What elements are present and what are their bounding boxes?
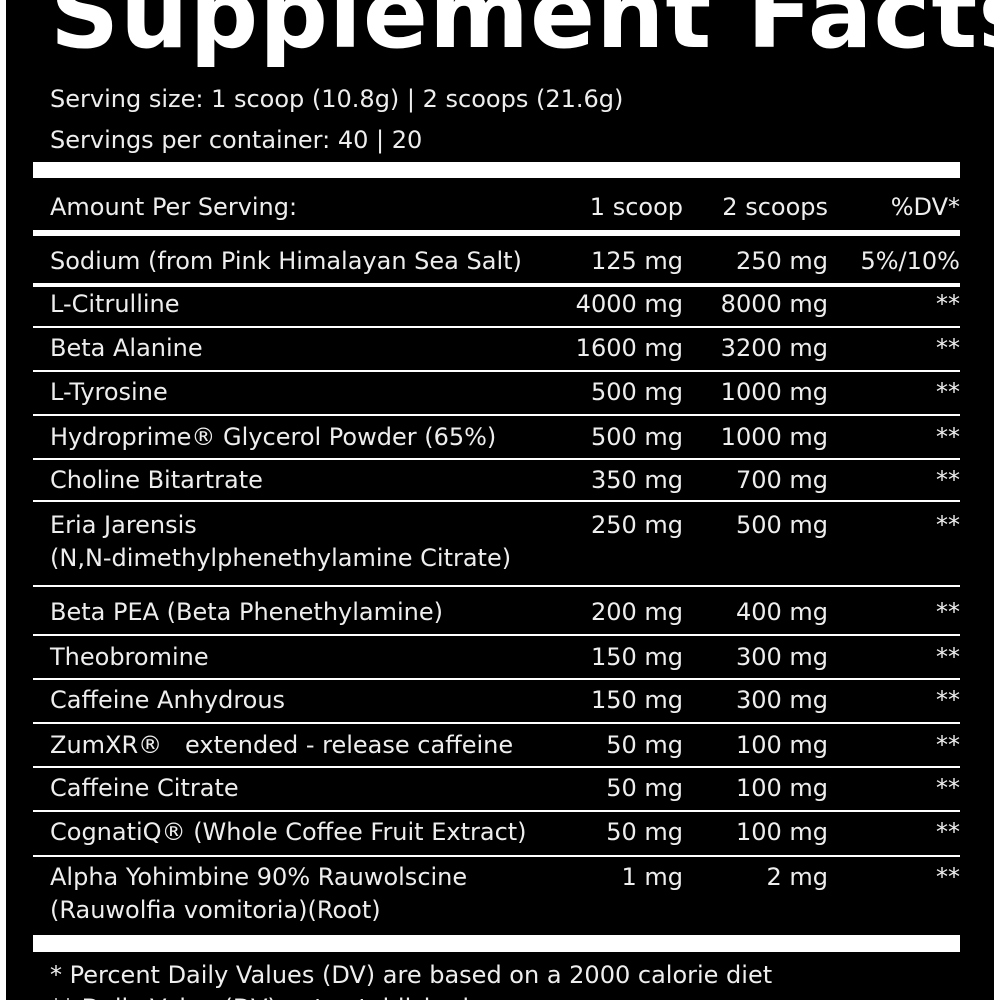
amount: 1600 mg — [575, 334, 683, 362]
ingredient-name: Alpha Yohimbine 90% Rauwolscine — [50, 863, 468, 891]
row-divider — [33, 414, 960, 416]
ingredient-name: CognatiQ® (Whole Coffee Fruit Extract) — [50, 818, 527, 846]
amount: 1000 mg — [720, 423, 828, 451]
amount: 4000 mg — [575, 290, 683, 318]
amount: 50 mg — [606, 774, 683, 802]
daily-value: ** — [936, 598, 960, 626]
amount: 200 mg — [590, 598, 683, 626]
daily-value: ** — [936, 334, 960, 362]
amount: 700 mg — [735, 466, 828, 494]
ingredient-name: Choline Bitartrate — [50, 466, 263, 494]
amount: 500 mg — [590, 378, 683, 406]
amount: 150 mg — [590, 643, 683, 671]
row-divider — [33, 634, 960, 636]
daily-value: ** — [936, 863, 960, 891]
amount: 100 mg — [735, 731, 828, 759]
title: Supplement Facts — [50, 0, 994, 70]
amount: 250 mg — [735, 247, 828, 275]
row-divider — [33, 283, 960, 287]
ingredient-name: Caffeine Anhydrous — [50, 686, 286, 714]
daily-value: ** — [936, 511, 960, 539]
daily-value: ** — [936, 290, 960, 318]
thick-bar — [33, 162, 960, 178]
thick-rule — [33, 230, 960, 236]
column-header: 2 scoops — [722, 193, 828, 221]
row-divider — [33, 370, 960, 372]
ingredient-name: Beta Alanine — [50, 334, 203, 362]
row-divider — [33, 766, 960, 768]
ingredient-name: ZumXR® extended - release caffeine — [50, 731, 514, 759]
row-divider — [33, 500, 960, 502]
row-divider — [33, 678, 960, 680]
footnote: ** Daily Value (DV) not established — [50, 992, 469, 1000]
ingredient-name: Theobromine — [50, 643, 209, 671]
daily-value: ** — [936, 423, 960, 451]
ingredient-name: Eria Jarensis — [50, 511, 197, 539]
ingredient-name: L-Citrulline — [50, 290, 180, 318]
daily-value: ** — [936, 774, 960, 802]
ingredient-name: (N,N-dimethylphenethylamine Citrate) — [50, 544, 512, 572]
amount: 500 mg — [735, 511, 828, 539]
amount: 300 mg — [735, 686, 828, 714]
amount: 300 mg — [735, 643, 828, 671]
servings-per-container: Servings per container: 40 | 20 — [50, 126, 423, 154]
amount: 100 mg — [735, 818, 828, 846]
amount: 150 mg — [590, 686, 683, 714]
amount: 1000 mg — [720, 378, 828, 406]
row-divider — [33, 458, 960, 460]
daily-value: ** — [936, 686, 960, 714]
amount: 500 mg — [590, 423, 683, 451]
supplement-facts-label: Supplement Facts Serving size: 1 scoop (… — [6, 0, 994, 1000]
daily-value: ** — [936, 643, 960, 671]
amount: 100 mg — [735, 774, 828, 802]
serving-size: Serving size: 1 scoop (10.8g) | 2 scoops… — [50, 85, 624, 113]
row-divider — [33, 722, 960, 724]
daily-value: ** — [936, 731, 960, 759]
ingredient-name: Beta PEA (Beta Phenethylamine) — [50, 598, 444, 626]
ingredient-name: (Rauwolfia vomitoria)(Root) — [50, 896, 381, 924]
row-divider — [33, 326, 960, 328]
amount: 3200 mg — [720, 334, 828, 362]
daily-value: ** — [936, 466, 960, 494]
column-header: 1 scoop — [589, 193, 683, 221]
ingredient-name: Caffeine Citrate — [50, 774, 239, 802]
amount: 50 mg — [606, 731, 683, 759]
column-header: %DV* — [890, 193, 960, 221]
ingredient-name: Hydroprime® Glycerol Powder (65%) — [50, 423, 497, 451]
amount: 2 mg — [766, 863, 828, 891]
amount: 8000 mg — [720, 290, 828, 318]
row-divider — [33, 810, 960, 812]
daily-value: ** — [936, 378, 960, 406]
ingredient-name: L-Tyrosine — [50, 378, 168, 406]
amount: 1 mg — [621, 863, 683, 891]
row-divider — [33, 855, 960, 857]
amount: 350 mg — [590, 466, 683, 494]
amount: 250 mg — [590, 511, 683, 539]
amount: 50 mg — [606, 818, 683, 846]
row-divider — [33, 585, 960, 587]
daily-value: 5%/10% — [860, 247, 960, 275]
daily-value: ** — [936, 818, 960, 846]
column-header: Amount Per Serving: — [50, 193, 298, 221]
amount: 400 mg — [735, 598, 828, 626]
ingredient-name: Sodium (from Pink Himalayan Sea Salt) — [50, 247, 522, 275]
amount: 125 mg — [590, 247, 683, 275]
footnote: * Percent Daily Values (DV) are based on… — [50, 961, 773, 989]
thick-bar — [33, 935, 960, 952]
